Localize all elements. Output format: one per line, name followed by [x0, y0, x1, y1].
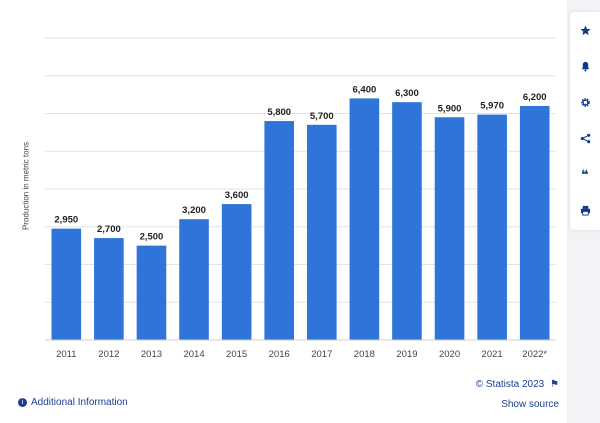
x-tick-label: 2014 — [183, 349, 204, 360]
bar-2015 — [221, 204, 252, 340]
info-icon: i — [18, 398, 27, 407]
print-icon — [580, 205, 590, 216]
data-label: 6,400 — [352, 84, 376, 95]
bar-2012 — [94, 238, 124, 340]
data-label: 5,700 — [310, 111, 334, 122]
data-label: 2,700 — [97, 224, 121, 235]
data-label: 5,970 — [480, 101, 504, 112]
print-button[interactable] — [570, 192, 600, 228]
bar-2020 — [434, 117, 465, 341]
bar-2011 — [51, 228, 82, 340]
bar-2021 — [477, 114, 507, 340]
x-tick-label: 2020 — [439, 349, 460, 360]
bar-2022 — [519, 105, 550, 340]
flag-icon: ⚑ — [550, 379, 559, 390]
data-label: 3,600 — [225, 190, 249, 201]
data-label: 3,200 — [182, 205, 206, 216]
x-tick-label: 2013 — [141, 349, 162, 360]
star-icon — [579, 24, 591, 35]
x-tick-label: 2012 — [98, 349, 119, 360]
gear-icon — [580, 97, 590, 107]
bar-2018 — [349, 98, 380, 341]
bar-2019 — [392, 102, 422, 340]
bar-2013 — [136, 245, 167, 340]
notification-button[interactable] — [570, 48, 600, 84]
x-tick-label: 2016 — [269, 349, 290, 360]
x-tick-label: 2017 — [311, 349, 332, 360]
data-label: 6,200 — [523, 92, 547, 103]
settings-button[interactable] — [570, 84, 600, 120]
favorite-button[interactable] — [570, 12, 600, 48]
x-tick-label: 2019 — [396, 349, 417, 360]
bar-2017 — [306, 124, 337, 340]
bar-2014 — [179, 219, 209, 340]
show-source-link[interactable]: Show source — [501, 399, 559, 410]
share-button[interactable] — [570, 120, 600, 156]
credit-text: © Statista 2023 — [475, 379, 545, 390]
statista-credit[interactable]: © Statista 2023 ⚑ — [476, 379, 559, 390]
bar-chart: 2,950 2011 2,700 2012 2,500 2013 3,200 2014 3,60… — [45, 37, 556, 360]
x-tick-label: 2018 — [354, 349, 375, 360]
data-label: 2,950 — [54, 215, 78, 226]
bar-2016 — [264, 121, 295, 340]
quote-icon: ❝ — [581, 166, 589, 182]
data-label: 5,800 — [267, 107, 291, 118]
x-tick-label: 2022* — [522, 349, 547, 360]
cite-button[interactable]: ❝ — [570, 156, 600, 192]
x-tick-label: 2015 — [226, 349, 247, 360]
additional-information-label: Additional Information — [31, 397, 128, 408]
tool-sidebar: ❝ — [570, 12, 600, 230]
y-axis-title: Production in metric tons — [21, 141, 31, 231]
data-label: 6,300 — [395, 88, 419, 99]
data-label: 2,500 — [140, 232, 164, 243]
x-tick-label: 2021 — [482, 349, 503, 360]
additional-information-link[interactable]: i Additional Information — [18, 397, 128, 408]
show-source-label: Show source — [501, 399, 559, 410]
chart-card: 2,950 2011 2,700 2012 2,500 2013 3,200 2014 3,60… — [0, 0, 567, 423]
data-label: 5,900 — [438, 103, 462, 114]
x-tick-label: 2011 — [56, 349, 76, 360]
bell-icon — [581, 61, 589, 71]
share-icon — [580, 133, 590, 143]
